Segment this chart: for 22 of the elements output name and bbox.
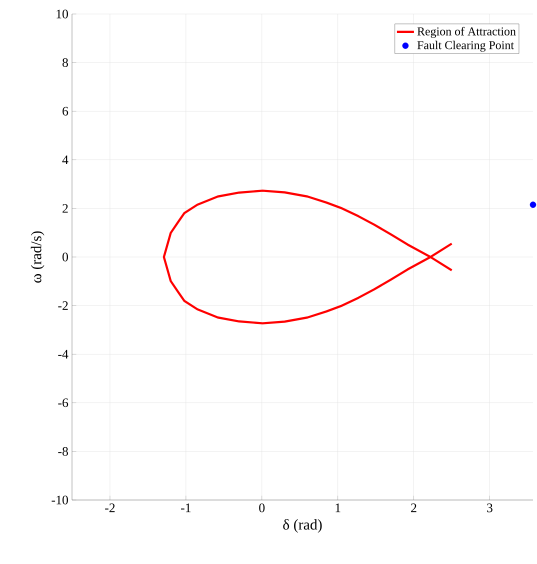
y-tick-label: 4 bbox=[62, 156, 68, 164]
y-axis-title: ω (rad/s) bbox=[30, 231, 44, 283]
y-tick-label: -6 bbox=[58, 398, 68, 408]
x-axis-title: δ (rad) bbox=[283, 519, 322, 533]
y-tick-label: 0 bbox=[62, 252, 68, 262]
x-tick-label: 0 bbox=[259, 504, 265, 512]
legend-label: Region of Attraction bbox=[417, 26, 516, 38]
y-tick-label: 8 bbox=[62, 58, 68, 67]
x-tick-label: -1 bbox=[181, 504, 191, 512]
y-tick-label: 2 bbox=[62, 204, 68, 213]
x-tick-label: 2 bbox=[411, 504, 416, 512]
x-tick-label: 1 bbox=[336, 504, 340, 512]
y-tick-label: 10 bbox=[56, 10, 68, 18]
y-tick-label: -4 bbox=[58, 350, 68, 358]
x-tick-label: -2 bbox=[105, 504, 115, 512]
x-tick-label: 3 bbox=[487, 504, 492, 512]
y-tick-label: -8 bbox=[58, 447, 68, 456]
line-series bbox=[162, 190, 453, 324]
legend-label: Fault Clearing Point bbox=[417, 40, 514, 52]
y-tick-label: 6 bbox=[62, 106, 68, 116]
y-tick-label: -2 bbox=[58, 301, 68, 310]
y-tick-label: -10 bbox=[52, 496, 68, 504]
